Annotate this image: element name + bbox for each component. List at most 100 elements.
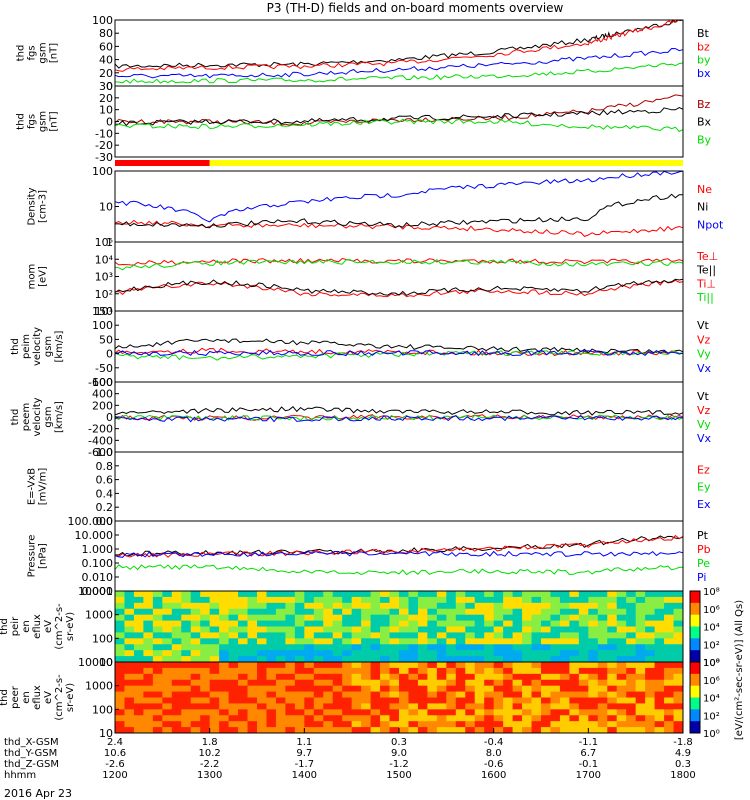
spectrogram-cell xyxy=(181,626,192,633)
spectrogram-cell xyxy=(493,679,504,687)
spectrogram-cell xyxy=(399,721,409,728)
spectrogram-cell xyxy=(304,596,315,604)
spectrogram-cell xyxy=(607,709,618,716)
spectrogram-cell xyxy=(664,715,675,722)
spectrogram-cell xyxy=(645,721,656,728)
spectrogram-cell xyxy=(313,591,324,598)
spectrogram-cell xyxy=(616,620,627,627)
spectrogram-cell xyxy=(531,662,542,669)
spectrogram-cell xyxy=(361,591,372,598)
spectrogram-cell xyxy=(503,632,514,639)
spectrogram-cell xyxy=(143,721,154,728)
spectrogram-cell xyxy=(181,591,192,598)
spectrogram-cell xyxy=(228,715,239,722)
legend-Te⊥: Te⊥ xyxy=(696,250,718,263)
spectrogram-cell xyxy=(313,667,324,675)
spectrogram-cell xyxy=(493,602,504,610)
spectrogram-cell xyxy=(541,667,551,675)
spectrogram-cell xyxy=(351,602,362,610)
spectrogram-cell xyxy=(332,596,343,604)
legend-Vy: Vy xyxy=(697,418,711,431)
y-tick-label: 30 xyxy=(99,80,113,93)
spectrogram-cell xyxy=(578,727,589,734)
spectrogram-cell xyxy=(597,650,608,657)
legend-Vz: Vz xyxy=(697,333,711,346)
spectrogram-cell xyxy=(304,644,315,651)
spectrogram-cell xyxy=(465,721,476,728)
spectrogram-cell xyxy=(323,620,334,627)
spectrogram-cell xyxy=(607,626,618,633)
spectrogram-cell xyxy=(446,667,457,675)
spectrogram-cell xyxy=(522,644,533,651)
spectrogram-cell xyxy=(522,626,533,633)
spectrogram-cell xyxy=(313,614,324,622)
spectrogram-cell xyxy=(493,614,504,622)
spectrogram-cell xyxy=(209,721,220,728)
spectrogram-cell xyxy=(342,638,353,645)
spectrogram-cell xyxy=(190,656,201,663)
spectrogram-cell xyxy=(133,679,144,687)
spectrogram-cell xyxy=(484,709,495,716)
y-tick-label: 1000 xyxy=(85,609,113,622)
spectrogram-cell xyxy=(474,709,485,716)
spectrogram-cell xyxy=(275,703,286,710)
spectrogram-cell xyxy=(247,709,258,716)
spectrogram-cell xyxy=(294,697,305,704)
spectrogram-cell xyxy=(446,602,457,610)
spectrogram-cell xyxy=(399,608,409,616)
spectrogram-cell xyxy=(503,662,514,669)
spectrogram-cell xyxy=(124,591,135,598)
spectrogram-cell xyxy=(588,591,599,598)
spectrogram-cell xyxy=(228,697,239,704)
colorbar-band xyxy=(690,673,700,687)
spectrogram-cell xyxy=(408,620,419,627)
spectrogram-cell xyxy=(380,596,391,604)
spectrogram-cell xyxy=(351,667,362,675)
spectrogram-cell xyxy=(190,650,201,657)
spectrogram-cell xyxy=(427,650,438,657)
spectrogram-cell xyxy=(124,614,135,622)
spectrogram-cell xyxy=(171,715,182,722)
colorbar-tick: 10⁶ xyxy=(703,605,720,616)
spectrogram-cell xyxy=(673,632,684,639)
y-tick-label: 10 xyxy=(99,201,113,214)
spectrogram-cell xyxy=(541,632,551,639)
spectrogram-cell xyxy=(493,620,504,627)
ylabel-line: Pressure xyxy=(27,535,38,578)
spectrogram-cell xyxy=(115,691,125,698)
spectrogram-cell xyxy=(654,596,665,604)
spectrogram-cell xyxy=(361,715,372,722)
spectrogram-cell xyxy=(247,667,258,675)
spectrogram-cell xyxy=(626,691,637,698)
series-Vx xyxy=(114,414,684,423)
spectrogram-cell xyxy=(399,662,409,669)
spectrogram-cell xyxy=(133,591,144,598)
ylabel: Density [cm-3] xyxy=(27,187,49,225)
spectrogram-cell xyxy=(399,602,409,610)
y-tick-label: 0 xyxy=(106,80,113,93)
colorbar-tick: 10² xyxy=(703,640,720,651)
spectrogram-cell xyxy=(342,709,353,716)
spectrogram-cell xyxy=(493,667,504,675)
spectrogram-cell xyxy=(626,608,637,616)
spectrogram-cell xyxy=(635,644,646,651)
spectrogram-cell xyxy=(408,644,419,651)
spectrogram-cell xyxy=(531,703,542,710)
spectrogram-cell xyxy=(635,596,646,604)
spectrogram-cell xyxy=(238,602,249,610)
legend-Vx: Vx xyxy=(697,432,712,445)
spectrogram-cell xyxy=(190,709,201,716)
spectrogram-cell xyxy=(645,644,656,651)
spectrogram-cell xyxy=(228,656,239,663)
spectrogram-cell xyxy=(313,715,324,722)
spectrogram-cell xyxy=(522,591,533,598)
spectrogram-cell xyxy=(484,662,495,669)
spectrogram-cell xyxy=(171,656,182,663)
spectrogram-cell xyxy=(427,602,438,610)
spectrogram-cell xyxy=(569,697,580,704)
spectrogram-cell xyxy=(162,614,173,622)
spectrogram-cell xyxy=(635,679,646,687)
spectrogram-cell xyxy=(531,679,542,687)
spectrogram-cell xyxy=(578,620,589,627)
